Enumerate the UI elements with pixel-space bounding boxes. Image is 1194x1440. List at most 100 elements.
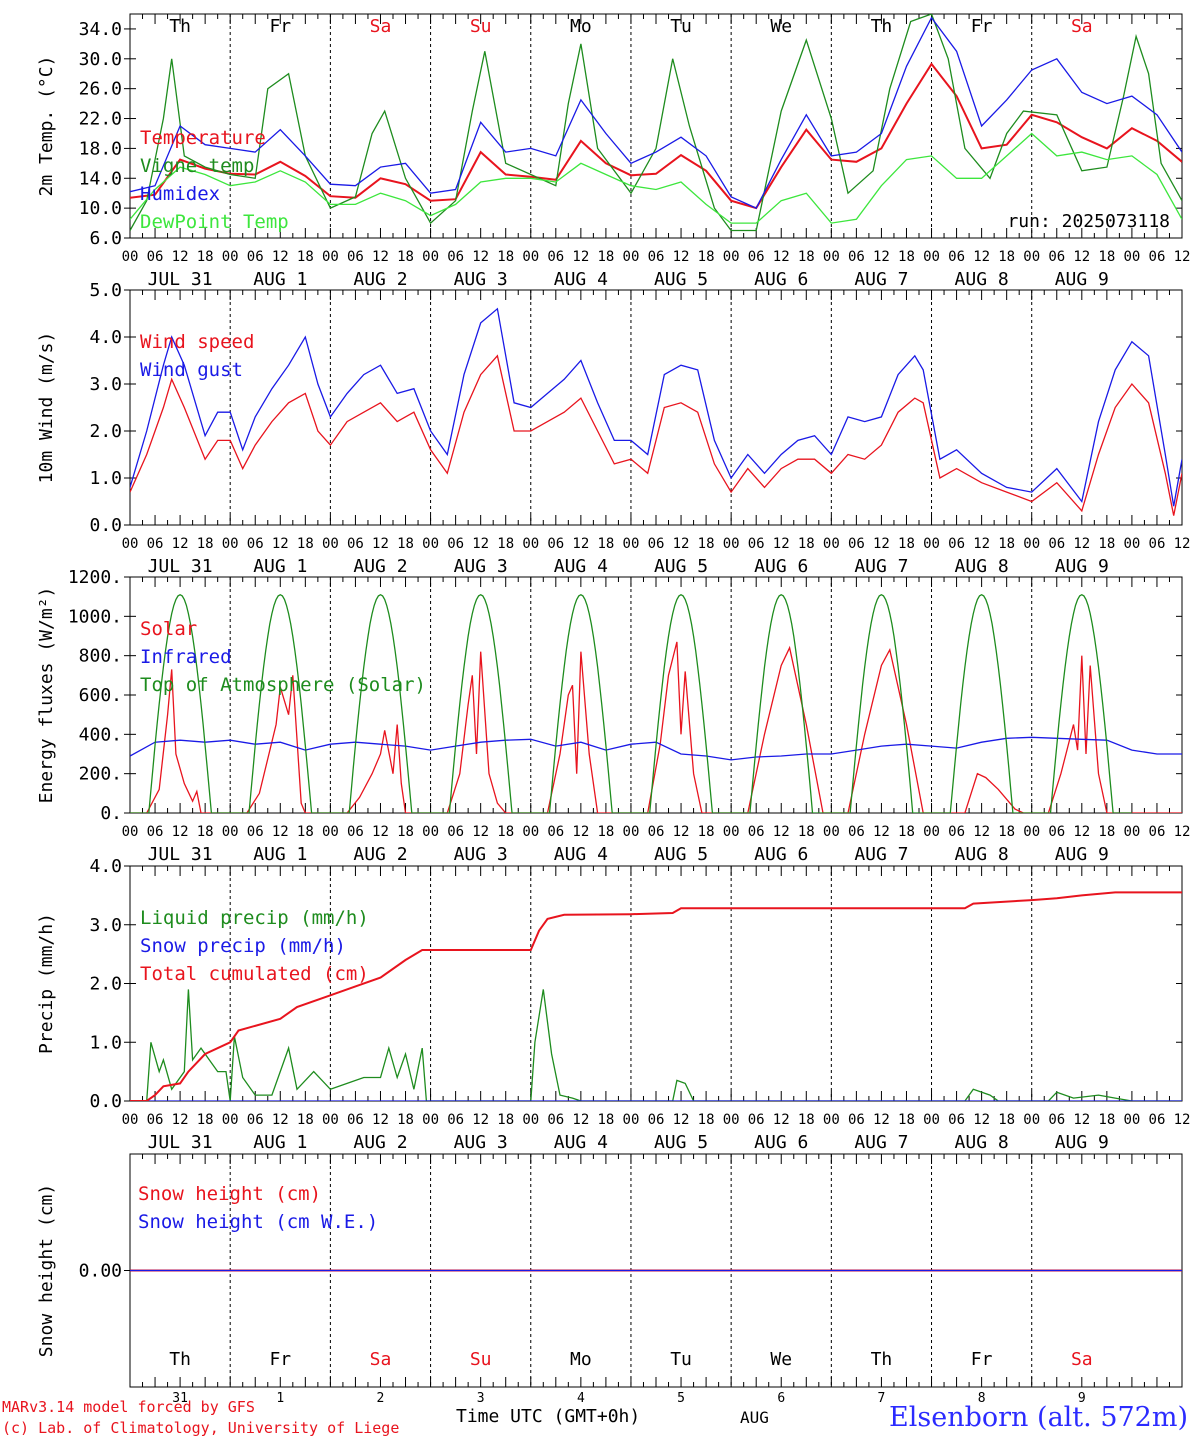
x-hour-label: 12	[773, 824, 790, 840]
x-hour-label: 06	[648, 249, 665, 265]
x-hour-label: 06	[1149, 536, 1166, 552]
station-name: Elsenborn (alt. 572m)	[889, 1402, 1188, 1433]
day-of-week-label: Su	[470, 1349, 492, 1370]
x-date-label: AUG 2	[353, 556, 407, 577]
x-hour-label: 00	[422, 536, 439, 552]
legend-entry: Snow height (cm W.E.)	[138, 1211, 378, 1233]
day-number-label: 8	[978, 1391, 986, 1406]
x-hour-label: 12	[272, 824, 289, 840]
x-hour-label: 18	[798, 1112, 815, 1128]
x-hour-label: 18	[898, 1112, 915, 1128]
legend-entry: Wind gust	[140, 359, 243, 381]
y-tick-label: 3.0	[89, 915, 122, 936]
y-axis-label: 2m Temp. (°C)	[36, 56, 57, 197]
y-tick-label: 4.0	[89, 856, 122, 877]
x-hour-label: 06	[848, 824, 865, 840]
x-hour-label: 00	[823, 249, 840, 265]
legend-entry: Snow height (cm)	[138, 1183, 321, 1205]
x-date-label: AUG 6	[754, 1132, 808, 1153]
x-hour-label: 12	[1174, 824, 1191, 840]
x-hour-label: 18	[497, 1112, 514, 1128]
x-hour-label: 00	[1123, 536, 1140, 552]
legend-entry: Solar	[140, 618, 197, 640]
day-of-week-label: Tu	[670, 1349, 692, 1370]
day-of-week-label: Mo	[570, 16, 592, 37]
x-hour-label: 18	[1098, 1112, 1115, 1128]
x-hour-label: 06	[547, 1112, 564, 1128]
x-hour-label: 06	[1048, 249, 1065, 265]
y-tick-label: 0.	[100, 803, 122, 824]
x-hour-label: 18	[898, 824, 915, 840]
y-tick-label: 200.	[79, 764, 122, 785]
x-hour-label: 12	[572, 1112, 589, 1128]
x-hour-label: 06	[347, 1112, 364, 1128]
x-hour-label: 00	[923, 536, 940, 552]
day-number-label: 5	[677, 1391, 685, 1406]
y-tick-label: 400.	[79, 724, 122, 745]
x-hour-label: 00	[1023, 249, 1040, 265]
x-date-label: AUG 7	[854, 844, 908, 865]
x-hour-label: 12	[272, 249, 289, 265]
x-date-label: AUG 4	[554, 556, 608, 577]
legend-entry: Infrared	[140, 646, 232, 668]
day-of-week-label: Sa	[370, 16, 392, 37]
x-hour-label: 12	[1073, 536, 1090, 552]
x-hour-label: 00	[1023, 824, 1040, 840]
x-date-label: AUG 8	[955, 844, 1009, 865]
day-of-week-label: Fr	[269, 1349, 291, 1370]
x-date-label: AUG 6	[754, 269, 808, 290]
x-hour-label: 12	[172, 824, 189, 840]
x-hour-label: 06	[447, 1112, 464, 1128]
x-hour-label: 18	[1098, 824, 1115, 840]
x-hour-label: 12	[973, 1112, 990, 1128]
x-hour-label: 06	[247, 536, 264, 552]
x-hour-label: 00	[1123, 824, 1140, 840]
series-line	[130, 132, 1182, 224]
x-axis-title: Time UTC (GMT+0h)	[456, 1406, 641, 1427]
x-hour-label: 18	[1098, 536, 1115, 552]
x-date-label: AUG 8	[955, 269, 1009, 290]
y-tick-label: 1000.	[68, 606, 122, 627]
y-tick-label: 0.00	[79, 1261, 122, 1282]
day-of-week-label: Sa	[1071, 1349, 1093, 1370]
x-hour-label: 06	[1048, 1112, 1065, 1128]
x-hour-label: 00	[923, 1112, 940, 1128]
x-hour-label: 12	[773, 536, 790, 552]
day-of-week-label: Su	[470, 16, 492, 37]
x-hour-label: 18	[698, 1112, 715, 1128]
y-tick-label: 0.0	[89, 515, 122, 536]
day-of-week-label: We	[770, 1349, 792, 1370]
x-hour-label: 00	[1123, 1112, 1140, 1128]
x-date-label: AUG 6	[754, 556, 808, 577]
x-hour-label: 18	[397, 536, 414, 552]
x-date-label: AUG 9	[1055, 269, 1109, 290]
x-hour-label: 00	[222, 249, 239, 265]
x-hour-label: 00	[222, 824, 239, 840]
x-hour-label: 00	[222, 1112, 239, 1128]
y-tick-label: 1.0	[89, 1032, 122, 1053]
x-hour-label: 18	[998, 824, 1015, 840]
x-hour-label: 06	[147, 249, 164, 265]
x-hour-label: 18	[197, 824, 214, 840]
x-date-label: AUG 1	[253, 844, 307, 865]
month-label: AUG	[740, 1408, 769, 1427]
x-hour-label: 06	[547, 536, 564, 552]
x-hour-label: 12	[673, 536, 690, 552]
day-number-label: 3	[477, 1391, 485, 1406]
x-date-label: AUG 1	[253, 1132, 307, 1153]
x-date-label: AUG 2	[353, 1132, 407, 1153]
x-hour-label: 00	[422, 1112, 439, 1128]
x-hour-label: 06	[347, 536, 364, 552]
x-hour-label: 12	[673, 1112, 690, 1128]
x-hour-label: 18	[698, 536, 715, 552]
series-line	[130, 354, 1182, 516]
x-hour-label: 18	[397, 824, 414, 840]
x-hour-label: 12	[1073, 824, 1090, 840]
x-date-label: AUG 5	[654, 556, 708, 577]
x-hour-label: 00	[723, 1112, 740, 1128]
x-hour-label: 06	[748, 249, 765, 265]
x-hour-label: 06	[1149, 824, 1166, 840]
x-date-label: AUG 5	[654, 844, 708, 865]
y-tick-label: 22.0	[79, 109, 122, 130]
